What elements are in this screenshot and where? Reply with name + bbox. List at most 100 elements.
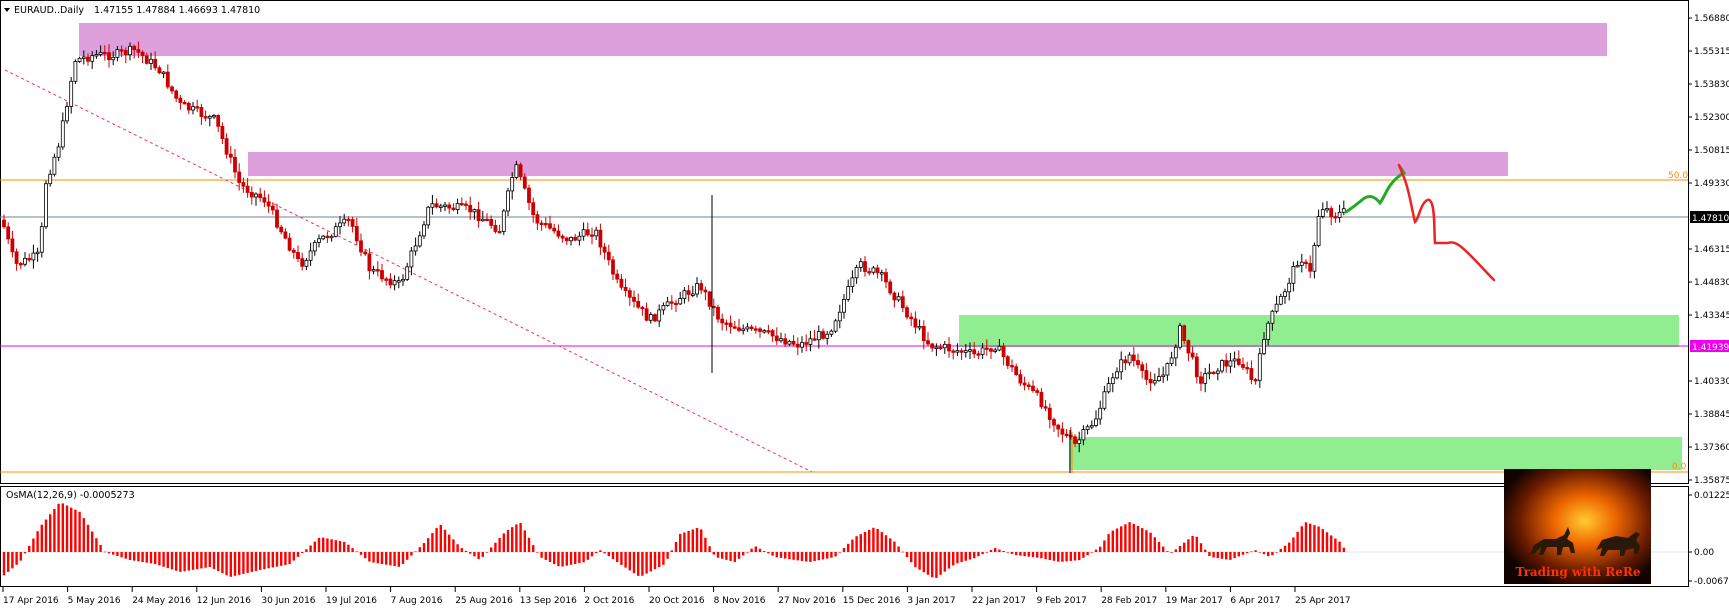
candle-body — [947, 343, 951, 352]
candle-body — [1291, 266, 1296, 284]
candle-body — [115, 49, 120, 58]
osma-bar — [788, 552, 791, 560]
date-tick-label: 25 Apr 2017 — [1295, 596, 1351, 606]
resistance-zone-lower[interactable] — [248, 152, 1508, 176]
osma-bar — [334, 540, 337, 552]
candle-body — [39, 226, 44, 253]
osma-bar — [1073, 552, 1077, 561]
osma-bar — [758, 548, 762, 552]
candle-body — [266, 201, 271, 207]
osma-bar — [7, 552, 10, 572]
candle-body — [346, 218, 351, 222]
candle-body — [812, 338, 817, 341]
candle-body — [1047, 407, 1052, 420]
candle-body — [212, 115, 216, 118]
osma-bar — [645, 552, 648, 574]
support-zone-upper[interactable] — [959, 315, 1679, 347]
date-tick-label: 19 Mar 2017 — [1166, 596, 1223, 606]
osma-bar — [994, 548, 997, 552]
candle-body — [531, 202, 536, 216]
osma-bar — [851, 539, 854, 552]
osma-bar — [271, 552, 274, 568]
hline-price-label: 1.41939 — [1692, 343, 1729, 353]
osma-bar — [704, 537, 707, 552]
support-zone-lower[interactable] — [1069, 437, 1682, 470]
candle-body — [1295, 265, 1300, 268]
osma-bar — [1065, 552, 1068, 562]
candle-body — [535, 214, 540, 224]
date-tick-label: 19 Jul 2016 — [326, 596, 377, 606]
candle-body — [1060, 428, 1065, 435]
resistance-zone-upper[interactable] — [79, 23, 1607, 56]
candle-body — [854, 266, 859, 279]
candle-body — [884, 272, 888, 283]
osma-bar — [544, 552, 547, 560]
candle-body — [779, 338, 783, 342]
price-panel[interactable] — [0, 0, 1689, 484]
candle-body — [989, 348, 993, 352]
candle-body — [1341, 208, 1346, 213]
osma-bar — [502, 533, 505, 552]
candle-body — [585, 229, 590, 236]
candle-body — [741, 328, 746, 331]
osma-bar — [926, 552, 930, 575]
candle-body — [1220, 360, 1224, 372]
osma-bar — [956, 552, 959, 564]
candle-body — [863, 261, 867, 272]
osma-bar — [456, 544, 459, 552]
osma-bar — [872, 527, 875, 552]
osma-bar — [74, 509, 77, 552]
candle-body — [892, 292, 897, 301]
candle-body — [1073, 436, 1077, 444]
osma-bar — [1187, 539, 1190, 552]
osma-bar — [1086, 552, 1089, 556]
candle-body — [867, 271, 872, 274]
candle-body — [816, 331, 821, 341]
candle-body — [997, 345, 1002, 351]
candle-body — [653, 314, 657, 322]
osma-bar — [1103, 540, 1106, 552]
dropdown-arrow-icon[interactable] — [4, 8, 10, 12]
osma-bar — [418, 547, 421, 552]
osma-bar — [32, 538, 35, 552]
osma-bar — [1250, 551, 1253, 553]
osma-bar — [1199, 543, 1203, 552]
osma-bar — [267, 552, 270, 569]
osma-bar — [918, 552, 921, 570]
osma-bar — [452, 539, 455, 552]
candle-body — [787, 340, 792, 345]
osma-bar — [128, 552, 132, 560]
osma-bar — [1216, 552, 1219, 559]
osma-bar — [821, 552, 825, 560]
osma-bar — [208, 552, 211, 568]
osma-bar — [439, 524, 442, 552]
candle-body — [1152, 380, 1157, 384]
osma-bar — [23, 552, 27, 554]
osma-bar — [863, 532, 867, 552]
osma-bar — [569, 552, 573, 565]
candle-body — [275, 209, 279, 228]
osma-bar — [40, 524, 43, 552]
candle-body — [1199, 376, 1203, 384]
candle-body — [766, 330, 771, 333]
hline-price-tag: 1.41939 — [1690, 340, 1729, 353]
candle-body — [602, 246, 607, 253]
candle-body — [1333, 216, 1338, 219]
osma-bar — [721, 552, 724, 559]
osma-bar — [834, 552, 837, 557]
candle-body — [1140, 364, 1145, 371]
candle-body — [879, 272, 884, 275]
candle-body — [422, 224, 426, 237]
candle-body — [1241, 364, 1245, 368]
osma-bar — [511, 527, 514, 552]
osma-bar — [175, 552, 178, 571]
osma-bar — [1010, 552, 1014, 554]
indicator-panel[interactable] — [0, 486, 1689, 587]
candle-body — [27, 257, 32, 261]
osma-bar — [1094, 549, 1098, 552]
osma-bar — [1241, 552, 1245, 555]
candle-body — [1182, 325, 1187, 341]
osma-bar — [1052, 552, 1056, 561]
date-tick-label: 12 Jun 2016 — [197, 596, 251, 606]
